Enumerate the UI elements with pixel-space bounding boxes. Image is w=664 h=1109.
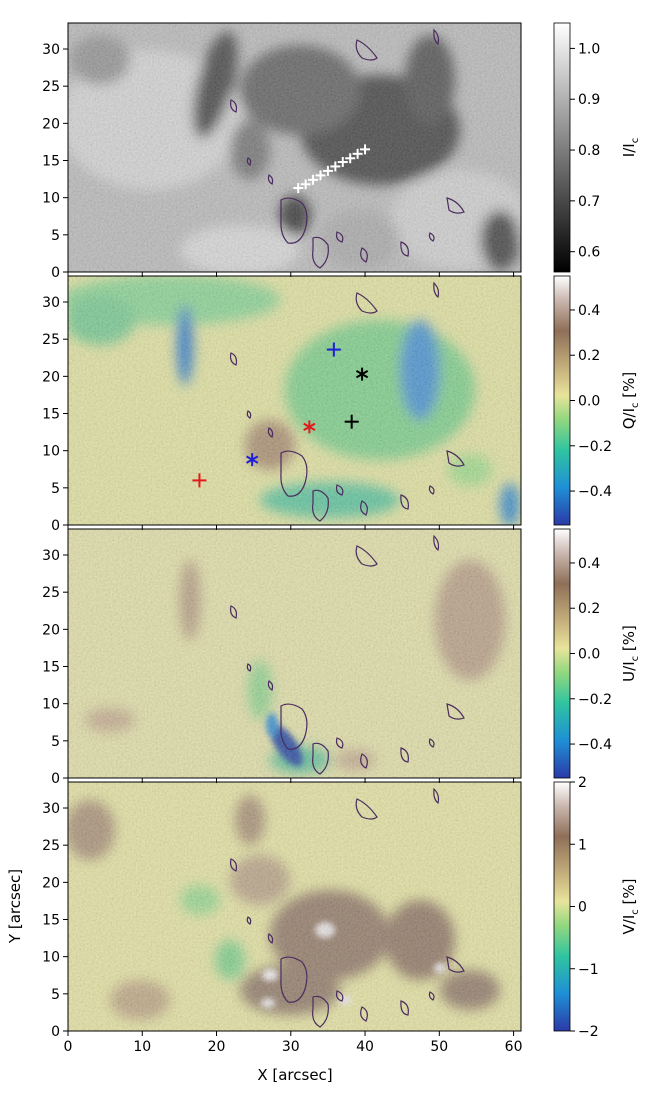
y-tick-label: 5	[51, 987, 60, 1003]
y-tick-label: 10	[42, 444, 60, 460]
x-tick-label: 30	[282, 1039, 300, 1055]
q-contours	[229, 281, 465, 522]
y-tick-label: 20	[42, 116, 60, 132]
colorbar-intensity-gradient	[553, 22, 571, 273]
plus-marker	[360, 144, 371, 155]
colorbar-tick-label: 0.9	[578, 92, 600, 108]
panel-intensity	[68, 23, 521, 272]
y-tick-label: 15	[42, 660, 60, 676]
panel-stokes-u	[68, 529, 521, 778]
q-position-markers	[192, 342, 369, 488]
plus-marker	[330, 161, 341, 172]
star-marker	[355, 367, 369, 381]
plot-frame-2	[67, 528, 522, 779]
axes-layer: 0510152025300.60.70.80.91.0I/Ic051015202…	[42, 22, 641, 1055]
colorbar-tick-label: −0.2	[578, 692, 612, 708]
y-tick-label: 5	[51, 228, 60, 244]
colorbar-u-gradient	[553, 528, 571, 779]
y-tick-label: 30	[42, 548, 60, 564]
y-tick-label: 25	[42, 79, 60, 95]
colorbar-tick-label: 0.4	[578, 303, 600, 319]
colorbar-tick-label: −1	[578, 962, 599, 978]
y-tick-label: 0	[51, 1024, 60, 1040]
y-tick-label: 25	[42, 838, 60, 854]
y-tick-label: 10	[42, 191, 60, 207]
y-tick-label: 15	[42, 913, 60, 929]
y-tick-label: 0	[51, 265, 60, 281]
y-tick-label: 10	[42, 697, 60, 713]
colorbar-tick-label: 0.6	[578, 245, 600, 261]
plus-marker	[315, 170, 326, 181]
plus-marker	[293, 183, 304, 194]
colorbar-tick-label: 0.2	[578, 348, 600, 364]
y-tick-label: 20	[42, 875, 60, 891]
plus-marker	[192, 473, 207, 488]
intensity-slit-markers	[293, 144, 371, 194]
plus-marker	[322, 165, 333, 176]
colorbar-q-gradient	[553, 275, 571, 526]
y-tick-label: 0	[51, 771, 60, 787]
y-tick-label: 25	[42, 585, 60, 601]
x-tick-label: 50	[430, 1039, 448, 1055]
colorbar-v-gradient	[553, 781, 571, 1032]
x-tick-label: 20	[208, 1039, 226, 1055]
y-tick-label: 10	[42, 950, 60, 966]
y-tick-label: 30	[42, 42, 60, 58]
v-contours	[229, 787, 465, 1028]
y-axis-label: Y [arcsec]	[6, 869, 24, 944]
colorbar-tick-label: −2	[578, 1024, 599, 1040]
colorbar-label-0: I/Ic	[620, 138, 641, 157]
colorbar-tick-label: −0.4	[578, 484, 612, 500]
colorbar-tick-label: 0.0	[578, 647, 600, 663]
colorbar-tick-label: −0.2	[578, 439, 612, 455]
plot-frame-0	[67, 22, 522, 273]
star-marker	[246, 453, 259, 467]
plus-marker	[345, 153, 356, 164]
plus-marker	[344, 414, 359, 429]
y-tick-label: 5	[51, 734, 60, 750]
plot-frame-3	[67, 781, 522, 1032]
panel-stokes-v	[68, 782, 521, 1031]
intensity-contours	[229, 28, 465, 269]
y-tick-label: 30	[42, 295, 60, 311]
x-tick-label: 0	[64, 1039, 73, 1055]
colorbar-label-2: U/Ic [%]	[620, 625, 641, 682]
x-tick-label: 10	[133, 1039, 151, 1055]
plus-marker	[337, 156, 348, 167]
plus-marker	[300, 179, 311, 190]
colorbar-label-1: Q/Ic [%]	[620, 372, 641, 430]
colorbar-tick-label: 0.2	[578, 601, 600, 617]
plot-frame-1	[67, 275, 522, 526]
colorbar-tick-label: 0.7	[578, 194, 600, 210]
x-tick-label: 40	[356, 1039, 374, 1055]
plus-marker	[326, 342, 341, 357]
plus-marker	[352, 148, 363, 159]
y-tick-label: 15	[42, 407, 60, 423]
y-tick-label: 15	[42, 154, 60, 170]
y-tick-label: 0	[51, 518, 60, 534]
colorbar-tick-label: 0	[578, 900, 587, 916]
panel-stokes-q	[68, 276, 521, 525]
y-tick-label: 25	[42, 332, 60, 348]
colorbar-tick-label: 2	[578, 775, 587, 791]
y-tick-label: 20	[42, 622, 60, 638]
colorbar-tick-label: 0.8	[578, 143, 600, 159]
colorbar-tick-label: 0.0	[578, 394, 600, 410]
colorbar-label-3: V/Ic [%]	[620, 879, 641, 935]
x-tick-label: 60	[505, 1039, 523, 1055]
colorbar-tick-label: 0.4	[578, 556, 600, 572]
y-tick-label: 20	[42, 369, 60, 385]
star-marker	[303, 420, 316, 434]
u-contours	[229, 534, 465, 775]
plus-marker	[308, 174, 319, 185]
y-tick-label: 5	[51, 481, 60, 497]
colorbar-tick-label: 1	[578, 837, 587, 853]
colorbar-tick-label: −0.4	[578, 737, 612, 753]
colorbar-tick-label: 1.0	[578, 41, 600, 57]
x-axis-label: X [arcsec]	[257, 1066, 332, 1084]
y-tick-label: 30	[42, 801, 60, 817]
